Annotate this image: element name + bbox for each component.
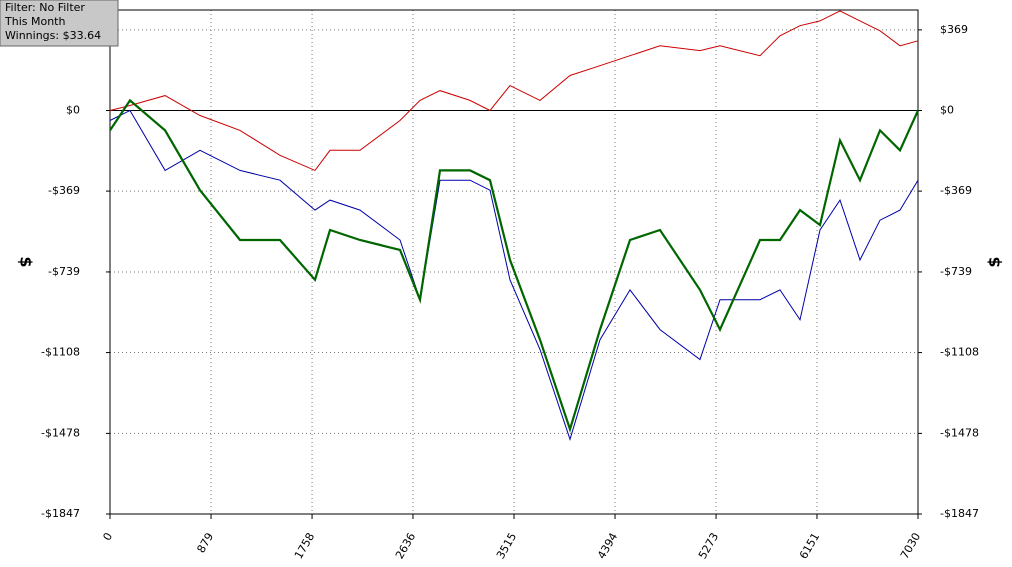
y2-tick-label: $369 bbox=[940, 23, 968, 36]
series-line bbox=[109, 109, 919, 441]
y-tick-label: -$1108 bbox=[41, 346, 80, 359]
y-tick-label: -$1478 bbox=[41, 426, 80, 439]
info-text: Filter: No Filter bbox=[5, 1, 85, 14]
y2-tick-label: -$1478 bbox=[940, 426, 979, 439]
y-tick-label: -$739 bbox=[48, 265, 80, 278]
y-axis-label: $ bbox=[17, 256, 36, 267]
info-text: This Month bbox=[4, 15, 65, 28]
y-tick-label: -$1847 bbox=[41, 507, 80, 520]
info-text: Winnings: $33.64 bbox=[5, 29, 101, 42]
y2-axis-label: $ bbox=[985, 256, 1004, 267]
y2-tick-label: -$369 bbox=[940, 184, 972, 197]
info-box-bg bbox=[0, 0, 119, 47]
plot-frame bbox=[109, 9, 919, 515]
series-line bbox=[109, 98, 920, 433]
y2-tick-label: -$1108 bbox=[940, 346, 979, 359]
series-line bbox=[109, 10, 919, 172]
y2-tick-label: -$1847 bbox=[940, 507, 979, 520]
y-tick-label: $0 bbox=[66, 103, 80, 116]
y2-tick-label: $0 bbox=[940, 103, 954, 116]
y-tick-label: -$369 bbox=[48, 184, 80, 197]
y2-tick-label: -$739 bbox=[940, 265, 972, 278]
